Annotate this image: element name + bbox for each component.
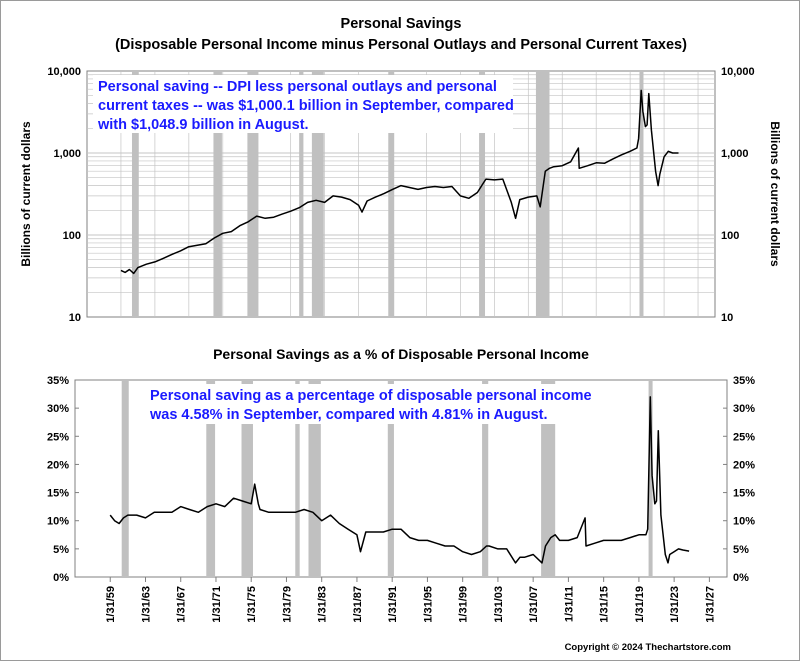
bottom-recession-bands [121,380,653,577]
bottom-x-tick-label: 1/31/11 [563,586,575,622]
bottom-x-tick-label: 1/31/59 [105,586,117,623]
bottom-savings-rate-line [109,396,690,564]
top-chart-title: Personal Savings [341,16,462,32]
top-annotation-line-2: current taxes -- was $1,000.1 billion in… [98,98,514,114]
top-chart-subtitle: (Disposable Personal Income minus Person… [115,37,687,53]
bottom-x-tick-label: 1/31/23 [669,586,681,623]
top-y-tick-label-left: 10,000 [47,66,81,78]
bottom-x-tick-label: 1/31/87 [352,586,364,623]
top-y-tick-label-right: 100 [721,230,739,242]
bottom-y-tick-label-right: 0% [733,572,749,584]
top-annotation-line-3: with $1,048.9 billion in August. [97,117,309,133]
bottom-x-tick-label: 1/31/15 [599,586,611,623]
top-y-tick-label-left: 10 [69,312,81,324]
top-series [120,89,679,275]
top-y-tick-label-right: 10,000 [721,66,755,78]
top-y-axis-label-right: Billions of current dollars [768,121,782,267]
bottom-y-tick-label-right: 10% [733,516,755,528]
bottom-x-tick-label: 1/31/03 [493,586,505,623]
bottom-recession-band [295,380,300,577]
bottom-x-tick-label: 1/31/79 [282,586,294,623]
bottom-x-tick-label: 1/31/75 [246,586,258,623]
bottom-recession-band [541,380,556,577]
top-annotation-box [93,75,513,133]
bottom-recession-band [482,380,489,577]
top-y-tick-label-left: 1,000 [53,148,81,160]
top-y-tick-label-right: 1,000 [721,148,749,160]
bottom-y-tick-label-left: 20% [47,459,69,471]
top-y-ticks-right: 10 100 1,000 10,000 [721,66,755,324]
bottom-x-tick-label: 1/31/27 [704,586,716,623]
top-y-ticks-left: 10 100 1,000 10,000 [47,66,81,324]
top-plot-area: Personal saving -- DPI less personal out… [47,66,754,324]
top-recession-band [131,71,139,317]
top-recession-band [213,71,222,317]
top-recession-band [479,71,486,317]
bottom-y-ticks-right: 0% 5% 10% 15% 20% 25% 30% 35% [723,375,755,584]
top-y-tick-label-right: 10 [721,312,733,324]
bottom-y-tick-label-right: 5% [733,544,749,556]
bottom-y-tick-label-right: 30% [733,403,755,415]
bottom-y-tick-label-left: 15% [47,488,69,500]
bottom-x-tick-label: 1/31/99 [458,586,470,623]
bottom-y-tick-label-right: 25% [733,431,755,443]
top-recession-bands [131,71,644,317]
bottom-x-tick-label: 1/31/83 [317,586,329,623]
bottom-recession-band [206,380,216,577]
bottom-y-tick-label-left: 25% [47,431,69,443]
top-annotation-line-1: Personal saving -- DPI less personal out… [98,79,497,95]
bottom-plot-area: Personal saving as a percentage of dispo… [47,375,755,623]
bottom-y-tick-label-right: 15% [733,488,755,500]
top-recession-band [247,71,259,317]
bottom-y-ticks-left: 0% 5% 10% 15% 20% 25% 30% 35% [47,375,79,584]
top-y-tick-label-left: 100 [63,230,81,242]
top-recession-band [388,71,395,317]
bottom-x-tick-label: 1/31/67 [176,586,188,623]
bottom-recession-band [387,380,394,577]
bottom-series [109,396,690,564]
top-recession-band [311,71,324,317]
bottom-annotation-line-1: Personal saving as a percentage of dispo… [150,388,592,404]
bottom-y-tick-label-left: 35% [47,375,69,387]
bottom-x-tick-label: 1/31/19 [634,586,646,623]
bottom-recession-band [308,380,321,577]
top-recession-band [299,71,304,317]
bottom-y-tick-label-left: 10% [47,516,69,528]
bottom-annotation-line-2: was 4.58% in September, compared with 4.… [149,407,548,423]
top-y-axis-label-left: Billions of current dollars [19,121,33,267]
bottom-annotation-box [145,384,593,424]
bottom-x-tick-label: 1/31/91 [387,586,399,623]
bottom-chart-title: Personal Savings as a % of Disposable Pe… [213,346,589,362]
bottom-x-tick-label: 1/31/95 [422,586,434,623]
top-recession-band [639,71,644,317]
bottom-y-tick-label-right: 20% [733,459,755,471]
bottom-y-tick-label-left: 30% [47,403,69,415]
bottom-recession-band [241,380,253,577]
copyright-text: Copyright © 2024 Thechartstore.com [565,642,731,653]
bottom-x-tick-label: 1/31/71 [211,586,223,623]
bottom-recession-band [648,380,653,577]
bottom-x-tick-label: 1/31/07 [528,586,540,623]
bottom-recession-band [121,380,129,577]
bottom-x-ticks: 1/31/59 1/31/63 1/31/67 1/31/71 1/31/75 1/31/… [105,577,716,623]
bottom-y-tick-label-left: 5% [53,544,69,556]
bottom-x-tick-label: 1/31/63 [141,586,153,623]
bottom-y-tick-label-left: 0% [53,572,69,584]
top-savings-line [120,89,679,275]
bottom-y-tick-label-right: 35% [733,375,755,387]
